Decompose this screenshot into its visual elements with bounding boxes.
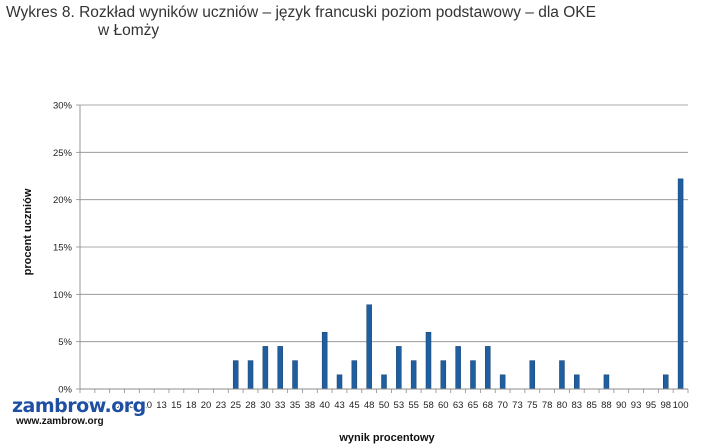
bar [425,331,432,390]
bars [232,178,684,390]
watermark: zambrow.org www.zambrow.org [12,396,146,428]
x-tick-label: 23 [216,400,227,411]
bar [485,346,491,390]
x-axis [79,105,688,390]
bar [499,374,506,390]
bar [663,374,669,390]
x-tick-label: 100 [673,400,689,411]
x-tick-label: 60 [438,400,449,411]
x-axis-ticks: 0 3 5 8 10 13 15 18 20 23 25 28 30 33 35 38 40 43 45 48 50 53… [79,389,689,411]
y-axis-ticks: 0% 5% 10% 15% 20% 25% 30% [53,101,80,396]
x-axis-title: wynik procentowy [338,432,435,444]
watermark-url: www.zambrow.org [16,416,104,427]
x-tick-label: 78 [542,400,553,411]
bar [381,374,387,390]
bar [677,178,684,390]
x-tick-label: 18 [186,400,197,411]
x-tick-label: 30 [260,400,271,411]
x-tick-label: 0 [85,400,90,411]
bar [351,360,358,390]
bar [603,374,610,390]
bar [366,304,372,390]
y-tick-label: 0% [58,385,72,396]
x-tick-label: 53 [394,400,405,411]
x-tick-label: 73 [512,400,523,411]
y-tick-label: 20% [53,195,73,206]
x-tick-label: 10 [141,400,152,411]
x-tick-label: 68 [483,400,494,411]
y-tick-label: 15% [53,243,73,254]
bar [396,346,402,390]
bar [232,360,239,390]
bar [277,346,283,390]
bar [336,374,343,390]
x-tick-label: 48 [364,400,375,411]
x-tick-label: 38 [305,400,316,411]
y-tick-label: 5% [58,337,72,348]
x-tick-label: 58 [423,400,434,411]
gridlines [80,104,688,343]
y-axis-title: procent uczniów [22,188,34,275]
y-tick-label: 25% [53,148,73,159]
x-tick-label: 88 [601,400,612,411]
bar [292,360,298,390]
x-tick-label: 8 [129,400,134,411]
bar [321,331,328,390]
x-tick-label: 13 [156,400,167,411]
bar [559,360,565,390]
bar [247,360,254,390]
y-tick-label: 10% [53,290,73,301]
x-tick-label: 33 [275,400,286,411]
x-tick-label: 35 [290,400,301,411]
x-tick-label: 98 [660,400,671,411]
x-tick-label: 20 [201,400,212,411]
bar [262,346,269,390]
x-tick-label: 93 [631,400,642,411]
watermark-logo: zambrow.org [12,395,146,417]
chart-title: Wykres 8. Rozkład wyników uczniów – języ… [6,4,596,40]
x-tick-label: 15 [171,400,182,411]
x-tick-label: 43 [334,400,345,411]
bar [440,360,447,390]
x-tick-label: 90 [616,400,627,411]
x-tick-label: 85 [586,400,597,411]
bar [574,374,580,390]
x-tick-label: 25 [230,400,241,411]
x-tick-label: 5 [114,400,119,411]
y-tick-label: 30% [53,101,73,112]
x-tick-label: 50 [379,400,390,411]
x-tick-label: 63 [453,400,464,411]
x-tick-label: 3 [100,400,105,411]
bar [470,360,476,390]
bar [529,360,536,390]
x-tick-label: 45 [349,400,360,411]
chart-title-line1: Wykres 8. Rozkład wyników uczniów – języ… [6,4,596,21]
bar [410,360,417,390]
x-tick-label: 65 [468,400,479,411]
bar [455,346,461,390]
x-tick-label: 28 [245,400,256,411]
x-tick-label: 75 [527,400,538,411]
x-tick-label: 40 [319,400,330,411]
chart-title-line2: w Łomży [98,22,160,39]
x-tick-label: 70 [497,400,508,411]
x-tick-label: 80 [557,400,568,411]
x-tick-label: 55 [408,400,419,411]
x-tick-label: 95 [646,400,657,411]
x-tick-label: 83 [571,400,582,411]
